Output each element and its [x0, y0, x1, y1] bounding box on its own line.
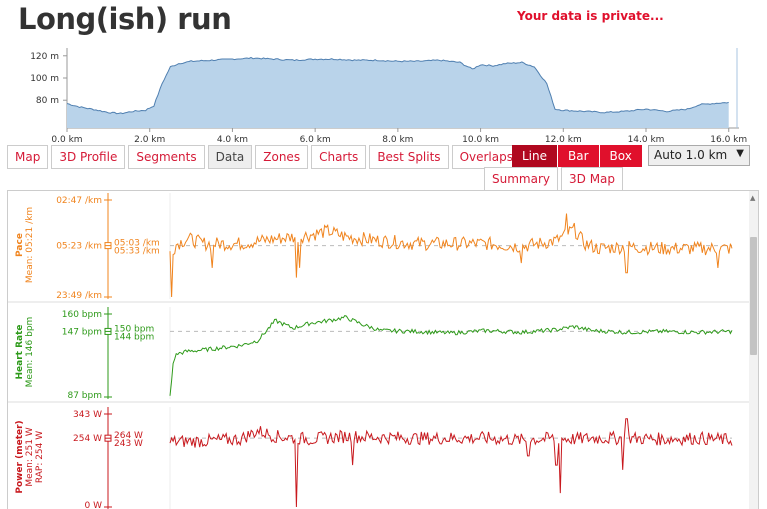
tab-map[interactable]: Map: [7, 145, 49, 169]
pace-top-label: 02:47 /km: [56, 196, 102, 206]
heart_rate-axis-title: Heart Rate: [15, 325, 25, 380]
power-rap-label: RAP: 254 W: [35, 431, 45, 483]
heart_rate-mean-tick-label: 147 bpm: [62, 327, 102, 337]
power-axis-title: Power (meter): [15, 420, 25, 493]
chevron-down-icon: ▼: [736, 148, 744, 159]
view-tabs: Map 3D Profile Segments Data Zones Charts Best…: [7, 145, 524, 169]
power-marker-label-lower: 243 W: [114, 439, 143, 449]
elevation-x-tick-label: 10.0 km: [462, 135, 499, 145]
elevation-x-tick-label: 4.0 km: [217, 135, 248, 145]
power-mean-tick-label: 254 W: [73, 434, 102, 444]
tab-segments[interactable]: Segments: [128, 145, 205, 169]
power-mean-label: Mean: 251 W: [25, 427, 35, 486]
chart-type-box[interactable]: Box: [599, 145, 642, 167]
heart_rate-top-label: 160 bpm: [62, 310, 102, 320]
pace-axis-title: Pace: [15, 233, 25, 257]
chart-type-toggle: Line Bar Box: [512, 145, 643, 167]
subtab-summary[interactable]: Summary: [484, 167, 558, 190]
elevation-x-tick-label: 2.0 km: [134, 135, 165, 145]
pace-chart[interactable]: 02:47 /km 05:23 /km 23:49 /km 05:03 /km05:3…: [15, 193, 733, 301]
elevation-area: [67, 57, 729, 128]
stream-charts[interactable]: 02:47 /km 05:23 /km 23:49 /km 05:03 /km05:3…: [8, 191, 749, 509]
scroll-up-icon[interactable]: ▲: [750, 194, 756, 202]
heart_rate-marker-label-lower: 144 bpm: [114, 332, 154, 342]
page-title: Long(ish) run: [18, 2, 232, 36]
tab-best-splits[interactable]: Best Splits: [369, 145, 449, 169]
split-select-value: Auto 1.0 km: [654, 148, 728, 162]
elevation-x-tick-label: 12.0 km: [545, 135, 582, 145]
chart-type-bar[interactable]: Bar: [558, 145, 599, 167]
elevation-chart[interactable]: 120 m 100 m 80 m 0.0 km 2.0 km 4.0 km 6.0 km 8.…: [0, 40, 767, 145]
elevation-line: [66, 56, 729, 115]
tab-overlaps[interactable]: Overlaps: [451, 145, 521, 169]
heart_rate-marker-label-upper: 150 bpm: [114, 324, 154, 334]
elevation-y-tick-label: 120 m: [30, 52, 59, 62]
tab-data[interactable]: Data: [207, 145, 253, 169]
elevation-y-tick-label: 100 m: [30, 74, 59, 84]
heart_rate-series-line: [169, 315, 733, 396]
pace-marker-label-lower: 05:33 /km: [114, 247, 160, 257]
tab-charts[interactable]: Charts: [311, 145, 367, 169]
pace-mean-tick-label: 05:23 /km: [56, 242, 102, 252]
elevation-x-tick-label: 8.0 km: [382, 135, 413, 145]
pace-mean-label: Mean: 05:21 /km: [25, 207, 35, 283]
power-top-label: 343 W: [73, 410, 102, 420]
pace-marker-label-upper: 05:03 /km: [114, 239, 160, 249]
scroll-thumb[interactable]: [750, 237, 757, 355]
elevation-x-tick-label: 0.0 km: [51, 135, 82, 145]
scrollbar[interactable]: ▲: [749, 191, 758, 509]
pace-series-line: [169, 213, 733, 298]
subtab-3d-map[interactable]: 3D Map: [561, 167, 624, 190]
data-charts-panel: 02:47 /km 05:23 /km 23:49 /km 05:03 /km 05:3…: [7, 190, 759, 509]
privacy-link[interactable]: Your data is private...: [517, 9, 664, 23]
power-bottom-label: 0 W: [85, 501, 103, 509]
elevation-x-tick-label: 14.0 km: [628, 135, 665, 145]
elevation-x-tick-label: 16.0 km: [710, 135, 747, 145]
elevation-y-tick-label: 80 m: [36, 96, 59, 106]
split-select[interactable]: Auto 1.0 km ▼: [648, 145, 750, 166]
tab-3d-profile[interactable]: 3D Profile: [51, 145, 126, 169]
heart_rate-mean-label: Mean: 146 bpm: [25, 317, 35, 388]
heart_rate-bottom-label: 87 bpm: [67, 391, 102, 401]
power-series-line: [169, 418, 733, 508]
power-marker-label-upper: 264 W: [114, 431, 143, 441]
sub-tabs: Summary 3D Map: [484, 167, 626, 190]
tab-zones[interactable]: Zones: [255, 145, 309, 169]
elevation-x-tick-label: 6.0 km: [300, 135, 331, 145]
pace-bottom-label: 23:49 /km: [56, 291, 102, 301]
chart-type-line[interactable]: Line: [512, 145, 558, 167]
